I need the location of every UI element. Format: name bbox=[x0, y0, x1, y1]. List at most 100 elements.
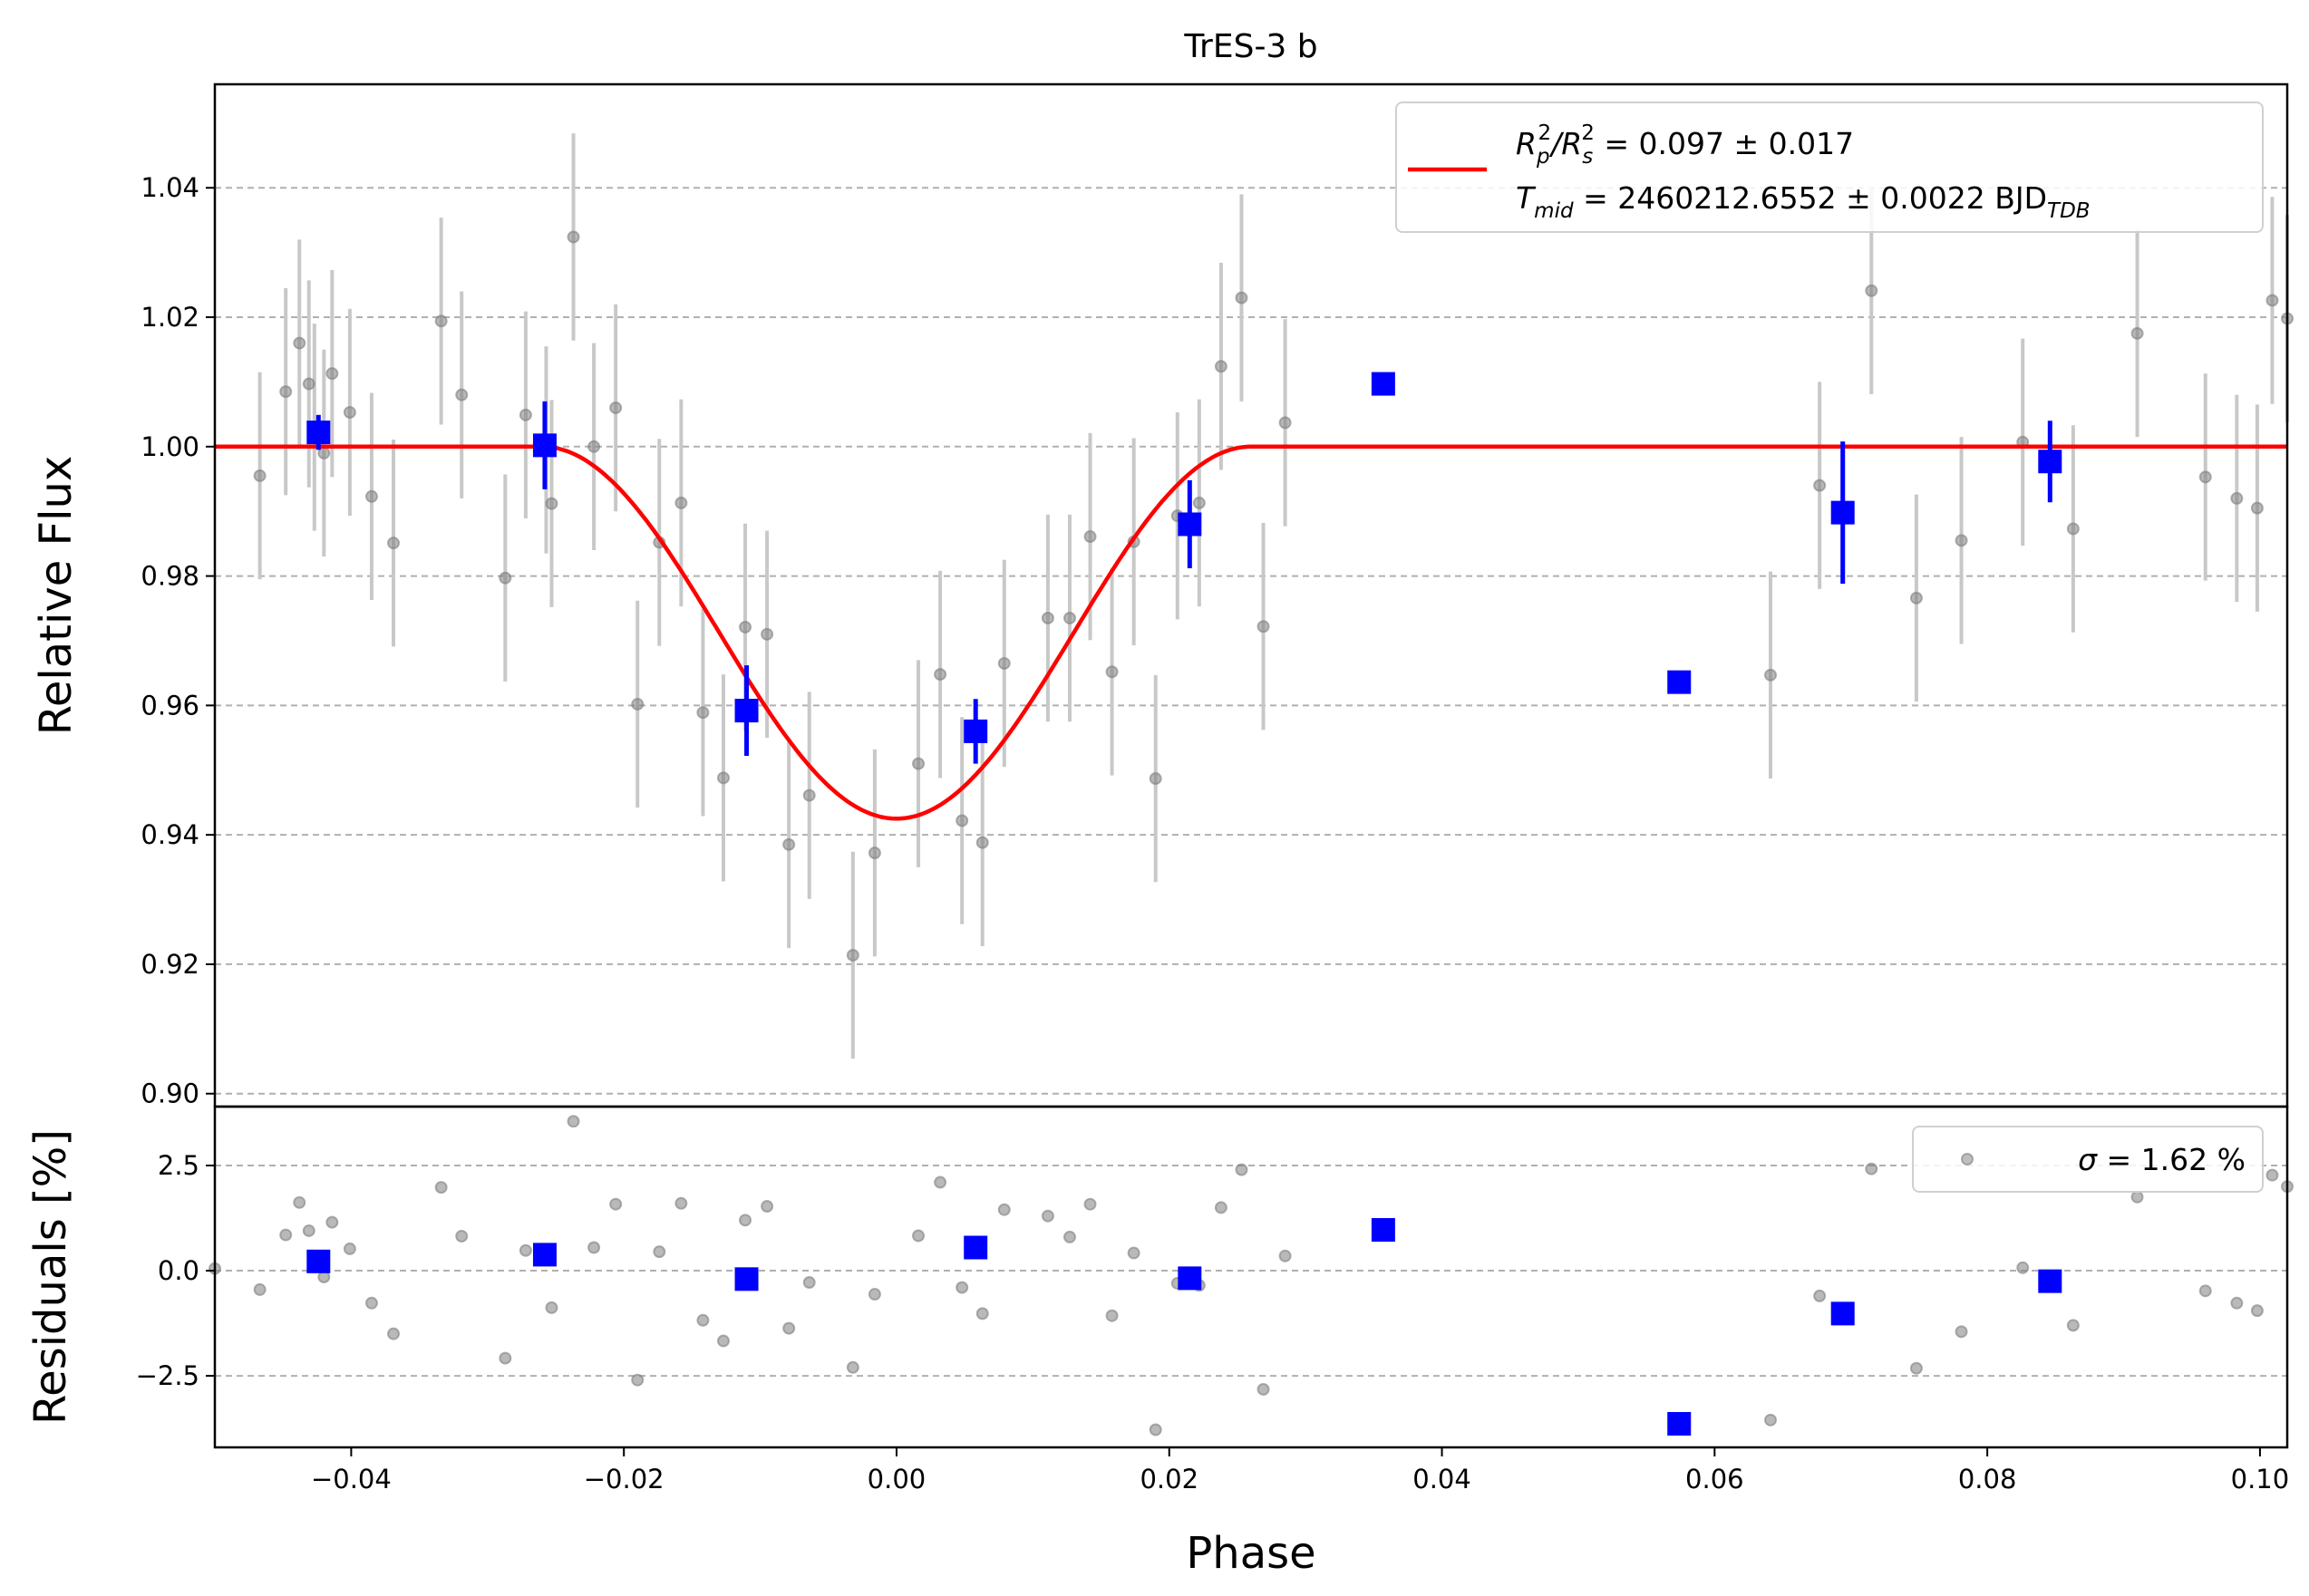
residual-raw-point bbox=[364, 1296, 378, 1310]
residual-raw-point bbox=[739, 1214, 752, 1227]
raw-data-point bbox=[997, 656, 1011, 670]
binned-data-point bbox=[1178, 512, 1202, 537]
xtick-label: 0.06 bbox=[1685, 1464, 1744, 1494]
binned-data-point bbox=[1667, 670, 1692, 694]
residual-raw-point bbox=[2198, 1284, 2212, 1298]
residual-raw-point bbox=[1105, 1309, 1119, 1322]
residual-raw-point bbox=[1062, 1230, 1076, 1243]
main-ytick-label: 0.96 bbox=[141, 690, 199, 721]
raw-data-point bbox=[499, 571, 512, 585]
raw-data-point bbox=[609, 401, 623, 414]
residual-raw-point bbox=[325, 1215, 339, 1229]
residual-raw-point bbox=[587, 1241, 601, 1254]
raw-data-point bbox=[343, 405, 356, 419]
raw-data-point bbox=[1865, 284, 1878, 297]
residual-raw-point bbox=[279, 1228, 293, 1242]
x-axis-title-phase: Phase bbox=[1186, 1528, 1315, 1579]
residuals-plot-frame bbox=[213, 1105, 2289, 1449]
binned-data-point bbox=[2038, 450, 2062, 474]
raw-data-point bbox=[1192, 496, 1206, 509]
sigma-legend: σ = 1.62 % bbox=[1912, 1126, 2264, 1193]
raw-data-point bbox=[846, 948, 859, 962]
residual-raw-point bbox=[2016, 1261, 2030, 1274]
binned-data-point bbox=[306, 421, 331, 445]
residual-raw-point bbox=[912, 1229, 926, 1243]
raw-data-point bbox=[868, 846, 881, 860]
raw-data-point bbox=[387, 537, 401, 550]
raw-data-point bbox=[253, 469, 267, 482]
raw-data-point bbox=[567, 230, 580, 244]
raw-data-point bbox=[1235, 291, 1248, 305]
raw-data-point bbox=[912, 757, 926, 770]
raw-data-point bbox=[674, 496, 688, 509]
residual-raw-point bbox=[1909, 1361, 1923, 1375]
residual-raw-point bbox=[1214, 1201, 1227, 1214]
main-ytick-label: 1.04 bbox=[141, 172, 199, 203]
residual-raw-point bbox=[1764, 1413, 1778, 1427]
residual-raw-point bbox=[455, 1229, 469, 1243]
residual-raw-point bbox=[802, 1276, 816, 1290]
residual-binned-point bbox=[964, 1235, 988, 1260]
plot-title: TrES-3 b bbox=[1183, 28, 1317, 65]
raw-data-point bbox=[587, 440, 601, 453]
residual-raw-point bbox=[1041, 1209, 1054, 1223]
xtick-label: 0.00 bbox=[868, 1464, 927, 1494]
raw-data-point bbox=[739, 620, 752, 634]
raw-data-point bbox=[975, 836, 989, 849]
raw-data-point bbox=[1041, 611, 1054, 624]
xtick-label: 0.02 bbox=[1140, 1464, 1198, 1494]
legend-radius-ratio: Rp2/Rs2 = 0.097 ± 0.017 bbox=[1516, 121, 1854, 169]
xtick-label: 0.10 bbox=[2231, 1464, 2290, 1494]
residual-raw-point bbox=[846, 1360, 859, 1374]
y-axis-title-flux: Relative Flux bbox=[31, 456, 82, 736]
residual-binned-point bbox=[1371, 1218, 1395, 1243]
main-ytick-label: 0.90 bbox=[141, 1079, 199, 1109]
residual-raw-point bbox=[2250, 1304, 2264, 1318]
binned-data-point bbox=[734, 699, 759, 723]
sigma-legend-marker bbox=[1961, 1153, 1974, 1166]
binned-data-point bbox=[1830, 500, 1855, 525]
raw-data-point bbox=[455, 388, 469, 401]
residual-binned-point bbox=[1178, 1266, 1202, 1291]
xtick-label: 0.08 bbox=[1958, 1464, 2017, 1494]
raw-data-point bbox=[1214, 360, 1227, 373]
residual-raw-point bbox=[1278, 1249, 1292, 1262]
raw-data-point bbox=[2230, 491, 2244, 505]
residual-raw-point bbox=[293, 1195, 306, 1209]
raw-data-point bbox=[302, 377, 315, 391]
residual-raw-point bbox=[302, 1224, 315, 1237]
residual-binned-point bbox=[2038, 1269, 2062, 1293]
residual-raw-point bbox=[956, 1281, 969, 1294]
binned-data-point bbox=[964, 719, 988, 743]
model-legend: Rp2/Rs2 = 0.097 ± 0.017 Tmid = 2460212.6… bbox=[1395, 102, 2264, 233]
raw-data-point bbox=[2130, 326, 2144, 340]
residual-raw-point bbox=[868, 1288, 881, 1301]
raw-data-point bbox=[519, 408, 532, 421]
main-ytick-label: 0.92 bbox=[141, 949, 199, 980]
residual-raw-point bbox=[343, 1242, 356, 1255]
xtick-label: −0.02 bbox=[584, 1464, 665, 1494]
binned-data-point bbox=[532, 433, 557, 458]
legend-midtransit-time: Tmid = 2460212.6552 ± 0.0022 BJDTDB bbox=[1516, 180, 2091, 223]
residual-raw-point bbox=[674, 1196, 688, 1210]
raw-data-point bbox=[782, 837, 796, 851]
residual-raw-point bbox=[1865, 1162, 1878, 1175]
residual-raw-point bbox=[519, 1243, 532, 1257]
raw-data-point bbox=[1278, 416, 1292, 430]
residual-raw-point bbox=[499, 1351, 512, 1365]
residual-raw-point bbox=[975, 1307, 989, 1320]
raw-data-point bbox=[1149, 772, 1162, 786]
residual-binned-point bbox=[734, 1267, 759, 1291]
raw-data-point bbox=[2250, 501, 2264, 515]
residual-raw-point bbox=[2130, 1190, 2144, 1204]
main-plot-panel: TrES-3 b 0.90 0.92 0.94 0.96 0.98 1.00 1.02 1.0… bbox=[31, 28, 2294, 1109]
raw-data-point bbox=[545, 497, 558, 510]
residual-binned-point bbox=[306, 1249, 331, 1273]
raw-data-point bbox=[1062, 611, 1076, 624]
residual-raw-point bbox=[609, 1197, 623, 1211]
residual-raw-point bbox=[997, 1203, 1011, 1216]
residual-raw-point bbox=[253, 1282, 267, 1296]
main-ytick-label: 0.94 bbox=[141, 819, 199, 850]
residual-raw-point bbox=[1955, 1325, 1968, 1339]
